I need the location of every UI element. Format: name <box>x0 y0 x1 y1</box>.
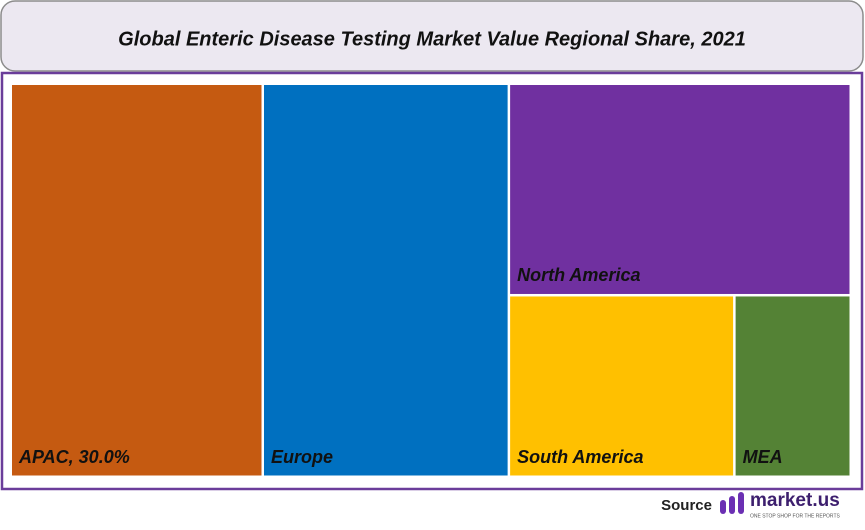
tile-label: Europe <box>271 447 333 467</box>
tile-label: South America <box>517 447 643 467</box>
tile-label: MEA <box>743 447 783 467</box>
tile-label: APAC, 30.0% <box>18 447 130 467</box>
logo-icon <box>720 492 744 514</box>
tile <box>510 85 850 294</box>
title-box <box>0 0 864 72</box>
tile <box>12 85 262 476</box>
tile-label: North America <box>517 265 640 285</box>
chart-title: Global Enteric Disease Testing Market Va… <box>118 28 746 50</box>
brand-name: market.us <box>750 490 840 511</box>
tile <box>264 85 508 476</box>
plot-area: APAC, 30.0% Europe North America South Amer… <box>12 85 850 476</box>
brand-tagline: ONE STOP SHOP FOR THE REPORTS <box>750 513 841 519</box>
source-label: Source <box>661 497 712 514</box>
tile <box>735 296 850 476</box>
tile <box>510 296 734 476</box>
